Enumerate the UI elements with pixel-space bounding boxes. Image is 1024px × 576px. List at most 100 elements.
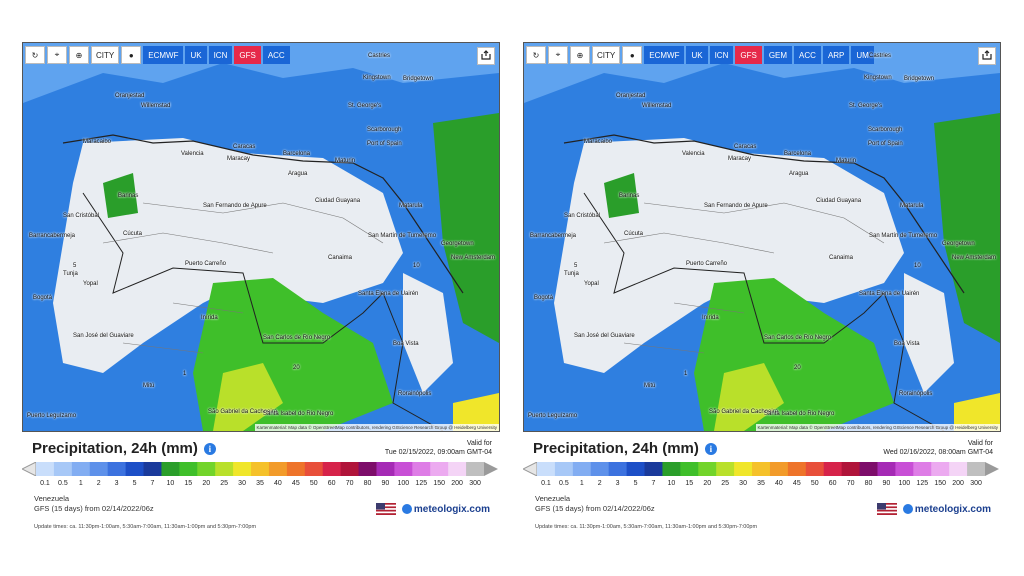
contour-value-label: 1 bbox=[684, 371, 688, 377]
logo-icon bbox=[401, 504, 412, 514]
contour-value-label: 10 bbox=[413, 263, 420, 269]
update-times: Update times: ca. 11:30pm-1:00am, 5:30am… bbox=[535, 524, 758, 530]
city-label: Bridgetown bbox=[904, 76, 935, 82]
locate-button[interactable]: ⌖ bbox=[47, 46, 67, 64]
city-label: San José del Guaviare bbox=[574, 333, 635, 339]
city-label: Inírida bbox=[201, 315, 218, 321]
city-label: São Gabriel da Cachoeira bbox=[709, 409, 779, 415]
region-name: Venezuela bbox=[535, 494, 571, 503]
scale-color-swatch bbox=[877, 462, 896, 476]
scale-tick-label: 0.5 bbox=[58, 480, 68, 487]
model-button-gem[interactable]: GEM bbox=[763, 46, 793, 64]
scale-color-swatch bbox=[71, 462, 91, 476]
city-label: Kingstown bbox=[864, 75, 892, 81]
model-button-gfs[interactable]: GFS bbox=[735, 46, 762, 64]
refresh-button[interactable]: ↻ bbox=[526, 46, 546, 64]
scale-tick-label: 3 bbox=[615, 480, 620, 487]
us-flag-icon[interactable] bbox=[375, 503, 396, 515]
valid-for-label: Valid for bbox=[967, 440, 993, 447]
city-toggle-button[interactable]: CITY bbox=[592, 46, 621, 64]
info-icon[interactable]: i bbox=[704, 442, 717, 455]
map-attribution: Kartenmaterial: Map data © OpenStreetMap… bbox=[254, 424, 499, 431]
scale-color-swatch bbox=[769, 462, 789, 476]
city-label: San Fernando de Apure bbox=[203, 203, 267, 209]
model-button-uk[interactable]: UK bbox=[686, 46, 708, 64]
city-label: Mitú bbox=[644, 383, 656, 389]
city-label: Bogotá bbox=[33, 295, 53, 301]
scale-ticks: 0.1 0.5 1 2 3 5 7 10 15 20 25 30 35 40 45 50 60 70 80 90 100… bbox=[523, 480, 999, 490]
share-icon bbox=[481, 47, 491, 65]
city-label: Canaima bbox=[328, 255, 353, 261]
city-label: San Martín de Tumeremo bbox=[869, 233, 938, 239]
city-label: Castries bbox=[368, 53, 391, 59]
scale-color-swatch bbox=[161, 462, 180, 476]
model-button-icn[interactable]: ICN bbox=[709, 46, 734, 64]
city-label: Cúcuta bbox=[624, 231, 644, 237]
share-button[interactable] bbox=[477, 47, 495, 65]
scale-ticks: 0.1 0.5 1 2 3 5 7 10 15 20 25 30 35 40 45 50 60 70 80 90 100… bbox=[22, 480, 498, 490]
contour-value-label: 1 bbox=[183, 371, 187, 377]
model-button-acc[interactable]: ACC bbox=[262, 46, 290, 64]
city-label: Barcelona bbox=[784, 151, 812, 157]
model-button-ecmwf[interactable]: ECMWF bbox=[143, 46, 184, 64]
info-icon[interactable]: i bbox=[203, 442, 216, 455]
scale-tick-label: 15 bbox=[184, 480, 193, 487]
city-label: Bogotá bbox=[534, 295, 554, 301]
city-label: Georgetown bbox=[441, 241, 474, 247]
region-info: Venezuela GFS (15 days) from 02/14/2022/… bbox=[535, 494, 655, 514]
city-label: Georgetown bbox=[942, 241, 975, 247]
scale-tick-label: 1 bbox=[579, 480, 584, 487]
scale-tick-label: 50 bbox=[309, 480, 318, 487]
city-toggle-button[interactable]: CITY bbox=[91, 46, 120, 64]
city-label: Tunja bbox=[564, 271, 579, 277]
scale-color-swatch bbox=[680, 462, 699, 476]
map-view[interactable]: ↻ ⌖ ⊕ CITY ● ECMWF UK ICN GFS ACC Castries Kingsto… bbox=[22, 42, 500, 432]
refresh-button[interactable]: ↻ bbox=[25, 46, 45, 64]
model-button-ecmwf[interactable]: ECMWF bbox=[644, 46, 685, 64]
city-label: Barinas bbox=[619, 193, 640, 199]
scale-color-swatch bbox=[286, 462, 306, 476]
city-label: San Fernando de Apure bbox=[704, 203, 768, 209]
region-info: Venezuela GFS (15 days) from 02/14/2022/… bbox=[34, 494, 154, 514]
scale-arrow-left bbox=[22, 462, 37, 476]
zoom-button[interactable]: ⊕ bbox=[570, 46, 590, 64]
map-attribution: Kartenmaterial: Map data © OpenStreetMap… bbox=[755, 424, 1000, 431]
scale-color-swatch bbox=[322, 462, 342, 476]
theme-toggle-button[interactable]: ● bbox=[622, 46, 643, 64]
city-label: Willemstad bbox=[141, 103, 171, 109]
us-flag-icon[interactable] bbox=[876, 503, 897, 515]
city-label: Rorainópolis bbox=[899, 391, 933, 397]
scale-color-swatch bbox=[787, 462, 807, 476]
model-button-uk[interactable]: UK bbox=[185, 46, 207, 64]
valid-for-label: Valid for bbox=[466, 440, 492, 447]
scale-color-swatch bbox=[268, 462, 288, 476]
model-button-arp[interactable]: ARP bbox=[822, 46, 850, 64]
meteologix-logo[interactable]: meteologix.com bbox=[401, 504, 490, 515]
theme-toggle-button[interactable]: ● bbox=[121, 46, 142, 64]
locate-button[interactable]: ⌖ bbox=[548, 46, 568, 64]
scale-tick-label: 80 bbox=[864, 480, 873, 487]
model-button-gfs[interactable]: GFS bbox=[234, 46, 261, 64]
share-button[interactable] bbox=[978, 47, 996, 65]
scale-tick-label: 300 bbox=[970, 480, 982, 487]
scale-color-swatch bbox=[859, 462, 878, 476]
scale-color-swatch bbox=[466, 462, 485, 476]
scale-color-swatch bbox=[913, 462, 932, 476]
scale-color-swatch bbox=[36, 462, 55, 476]
city-label: Valencia bbox=[682, 151, 705, 157]
model-button-um[interactable]: UM bbox=[851, 46, 874, 64]
zoom-button[interactable]: ⊕ bbox=[69, 46, 89, 64]
scale-color-swatch bbox=[805, 462, 825, 476]
meteologix-logo[interactable]: meteologix.com bbox=[902, 504, 991, 515]
update-times: Update times: ca. 11:30pm-1:00am, 5:30am… bbox=[34, 524, 257, 530]
city-label: São Gabriel da Cachoeira bbox=[208, 409, 278, 415]
model-button-acc[interactable]: ACC bbox=[794, 46, 821, 64]
contour-value-label: 20 bbox=[293, 365, 300, 371]
brand: meteologix.com bbox=[375, 503, 490, 515]
logo-icon bbox=[902, 504, 913, 514]
city-label: Puerto Leguízamo bbox=[27, 413, 77, 419]
scale-color-swatch bbox=[107, 462, 127, 476]
map-view[interactable]: ↻ ⌖ ⊕ CITY ● ECMWF UK ICN GFS GEM ACC ARP UM Castrie… bbox=[523, 42, 1001, 432]
scale-tick-label: 80 bbox=[363, 480, 372, 487]
model-button-icn[interactable]: ICN bbox=[208, 46, 233, 64]
